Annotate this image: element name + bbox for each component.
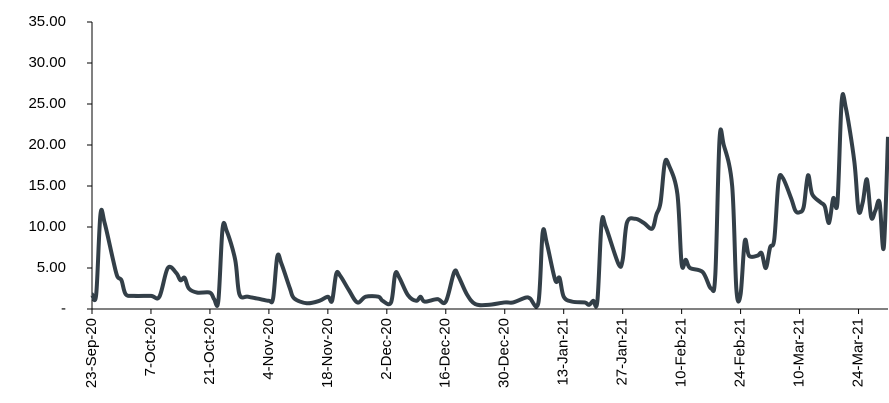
y-tick-label: 15.00: [28, 177, 66, 194]
x-tick-label: 24-Mar-21: [849, 318, 866, 387]
y-tick-label: 30.00: [28, 54, 66, 71]
x-tick-label: 2-Dec-20: [378, 318, 395, 380]
x-tick-label: 27-Jan-21: [614, 318, 631, 386]
y-tick-label: 20.00: [28, 136, 66, 153]
x-tick-label: 30-Dec-20: [496, 318, 513, 388]
x-tick-label: 16-Dec-20: [437, 318, 454, 388]
x-tick-label: 18-Nov-20: [319, 318, 336, 388]
x-tick-label: 4-Nov-20: [260, 318, 277, 380]
y-tick-label: 25.00: [28, 95, 66, 112]
x-tick-label: 21-Oct-20: [201, 318, 218, 385]
x-tick-label: 23-Sep-20: [83, 318, 100, 388]
y-tick-label: 5.00: [37, 259, 66, 276]
y-tick-label: -: [61, 300, 66, 317]
line-series: [90, 92, 889, 309]
x-tick-label: 24-Feb-21: [732, 318, 749, 387]
x-tick-label: 7-Oct-20: [142, 318, 159, 376]
y-tick-label: 35.00: [28, 13, 66, 30]
x-tick-label: 13-Jan-21: [555, 318, 572, 386]
x-tick-label: 10-Feb-21: [673, 318, 690, 387]
x-tick-label: 10-Mar-21: [791, 318, 808, 387]
y-tick-label: 10.00: [28, 218, 66, 235]
